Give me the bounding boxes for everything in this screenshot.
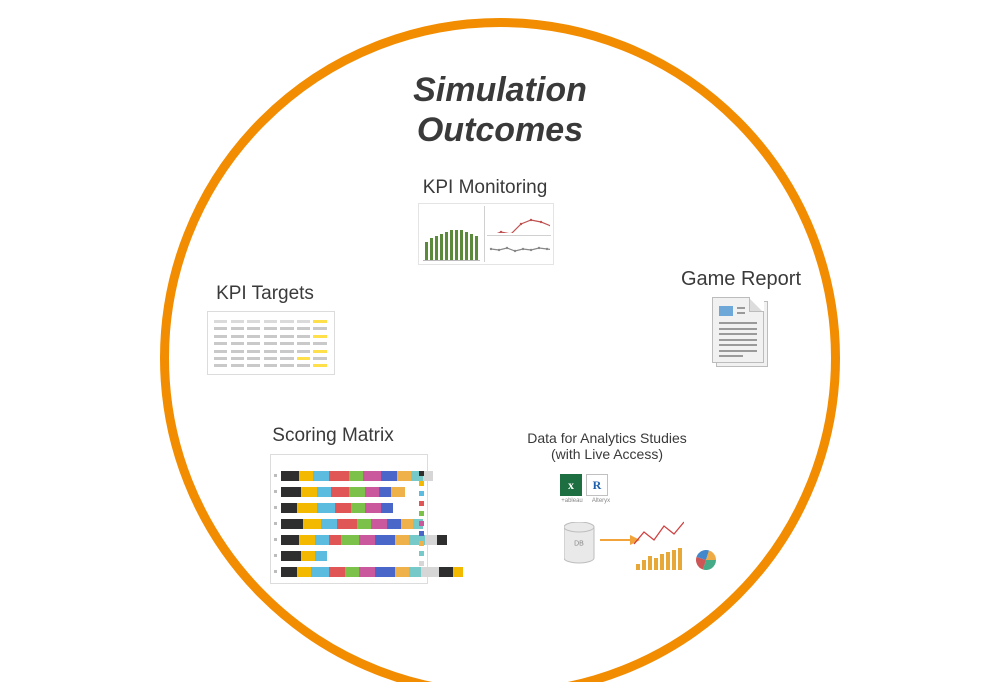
diagram-title: Simulation Outcomes [320,70,680,150]
scoring-matrix-label: Scoring Matrix [233,425,433,447]
r-logo-icon: R [586,474,608,496]
game-report-label: Game Report [651,268,831,291]
scoring-matrix-thumbnail [270,454,428,584]
kpi-targets-thumbnail [207,311,335,375]
kpi-targets-label: KPI Targets [185,283,345,305]
analytics-label: Data for Analytics Studies (with Live Ac… [487,430,727,462]
database-icon: DB [564,522,596,566]
excel-logo-icon: x [560,474,582,496]
diagram-canvas: { "canvas": { "width": 1000, "height": 6… [0,0,1000,682]
analytics-mini-charts [632,514,718,572]
tool-sublabel: +ableau [558,498,586,504]
document-icon [712,297,772,371]
svg-text:DB: DB [574,540,584,547]
analytics-thumbnail: xR+ableauAlteryx DB [520,474,720,584]
kpi-monitoring-label: KPI Monitoring [385,177,585,199]
kpi-monitoring-thumbnail [418,203,554,265]
tool-sublabel: Alteryx [588,498,614,504]
